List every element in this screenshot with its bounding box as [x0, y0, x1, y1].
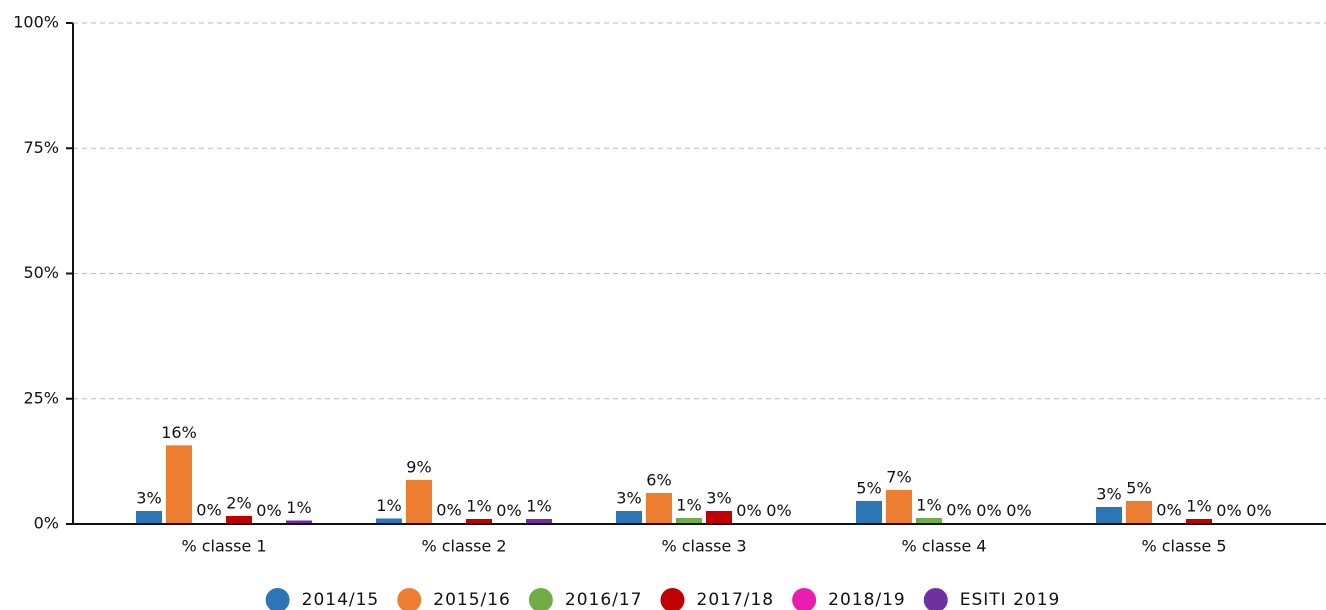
y-tick-label: 50% — [23, 263, 59, 282]
data-label: 0% — [496, 501, 521, 520]
data-label: 3% — [1096, 484, 1121, 503]
legend-label: 2017/18 — [697, 590, 775, 610]
data-label: 0% — [946, 500, 971, 519]
data-label: 5% — [856, 478, 881, 497]
x-tick-label: % classe 5 — [1141, 537, 1226, 556]
bar — [616, 510, 642, 524]
data-label: 3% — [136, 488, 161, 507]
bar — [916, 517, 942, 524]
bar — [646, 492, 672, 524]
legend-label: 2016/17 — [565, 590, 643, 610]
data-label: 0% — [436, 500, 461, 519]
data-label: 0% — [1006, 501, 1031, 520]
data-label: 6% — [646, 470, 671, 489]
bar — [376, 518, 402, 524]
bar — [856, 500, 882, 524]
bar — [166, 445, 192, 524]
data-label: 1% — [1186, 496, 1211, 515]
data-label: 3% — [616, 488, 641, 507]
data-label: 9% — [406, 457, 431, 476]
data-label: 7% — [886, 467, 911, 486]
x-tick-label: % classe 1 — [181, 537, 266, 556]
legend-marker — [265, 588, 290, 610]
y-tick-label: 100% — [13, 13, 59, 32]
bar — [136, 510, 162, 524]
legend-marker — [397, 588, 422, 610]
data-label: 1% — [676, 495, 701, 514]
bar — [706, 510, 732, 524]
x-tick-label: % classe 3 — [661, 537, 746, 556]
data-label: 0% — [1216, 501, 1241, 520]
legend-label: 2018/19 — [828, 590, 906, 610]
legend-marker — [923, 588, 948, 610]
bar — [406, 479, 432, 524]
bar — [1096, 506, 1122, 524]
data-label: 1% — [376, 496, 401, 515]
data-label: 0% — [196, 500, 221, 519]
legend-label: ESITI 2019 — [960, 590, 1061, 610]
data-label: 16% — [161, 423, 197, 442]
data-label: 5% — [1126, 478, 1151, 497]
data-label: 0% — [256, 501, 281, 520]
bar — [226, 515, 252, 524]
y-tick-label: 25% — [23, 388, 59, 407]
bar — [886, 489, 912, 524]
data-label: 1% — [286, 498, 311, 517]
x-tick-label: % classe 2 — [421, 537, 506, 556]
data-label: 0% — [1156, 500, 1181, 519]
data-label: 1% — [526, 496, 551, 515]
y-tick-label: 75% — [23, 138, 59, 157]
data-label: 1% — [466, 496, 491, 515]
data-label: 1% — [916, 495, 941, 514]
bar — [526, 518, 552, 524]
bar — [676, 517, 702, 524]
data-label: 0% — [766, 501, 791, 520]
bar — [286, 520, 312, 524]
legend-marker — [792, 588, 817, 610]
legend-marker — [528, 588, 553, 610]
data-label: 3% — [706, 488, 731, 507]
data-label: 0% — [1246, 501, 1271, 520]
legend-label: 2015/16 — [433, 590, 511, 610]
data-label: 0% — [976, 501, 1001, 520]
y-tick-label: 0% — [34, 514, 59, 533]
legend-label: 2014/15 — [302, 590, 380, 610]
legend-marker — [660, 588, 685, 610]
data-label: 2% — [226, 493, 251, 512]
bar — [466, 518, 492, 524]
bar — [1186, 518, 1212, 524]
data-label: 0% — [736, 501, 761, 520]
x-tick-label: % classe 4 — [901, 537, 986, 556]
bar — [1126, 500, 1152, 524]
